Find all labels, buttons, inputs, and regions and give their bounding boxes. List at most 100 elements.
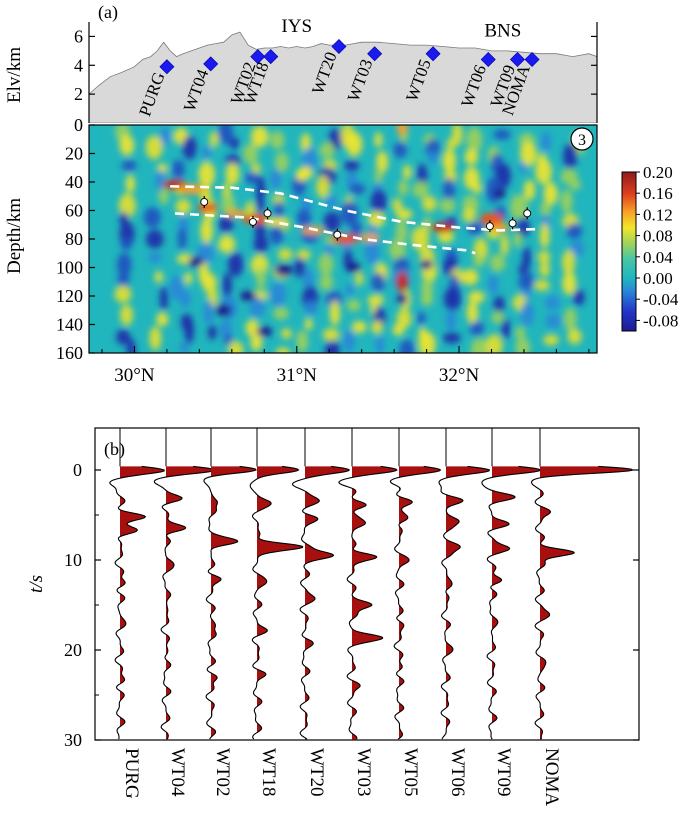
station-diamond <box>425 46 441 62</box>
station-label: WT02 <box>212 748 233 797</box>
region-label: BNS <box>484 20 521 41</box>
station-diamond <box>263 49 279 65</box>
station-diamond <box>367 46 383 62</box>
rf-waveform <box>338 465 398 740</box>
station-diamond <box>203 56 219 72</box>
moho-pick <box>523 209 532 218</box>
time-tick-label: 10 <box>64 550 82 570</box>
rf-positive-fill <box>352 466 397 740</box>
station-diamond <box>509 52 525 68</box>
depth-tick-label: 40 <box>65 172 83 192</box>
station-label: WT20 <box>306 748 327 797</box>
depth-tick-label: 20 <box>65 144 83 164</box>
colorbar-label: -0.04 <box>643 290 679 309</box>
time-tick-label: 0 <box>73 460 82 480</box>
moho-pick <box>508 219 517 228</box>
rf-waveform <box>249 465 304 740</box>
moho-picks <box>200 195 532 241</box>
colorbar-label: 0.08 <box>643 227 673 246</box>
depth-tick-label: 140 <box>56 315 83 335</box>
lat-tick-label: 32°N <box>439 365 480 386</box>
station-diamond <box>159 59 175 75</box>
colorbar-label: 0.16 <box>643 184 673 203</box>
rf-trace-WT18 <box>249 428 304 740</box>
rf-waveform <box>389 465 442 740</box>
lat-tick-label: 30°N <box>114 365 155 386</box>
station-label: WT09 <box>493 748 514 797</box>
rf-waveform <box>153 465 216 740</box>
station-label: WT18 <box>258 748 279 797</box>
colorbar-label: 0.04 <box>643 248 673 267</box>
station-diamond <box>524 52 540 68</box>
region-label: IYS <box>281 16 312 37</box>
rf-positive-fill <box>492 466 541 740</box>
elv-tick-label: 2 <box>74 84 83 104</box>
colorbar-label: 0.20 <box>643 163 673 182</box>
time-yticks: 0 10 20 30 <box>64 460 639 750</box>
moho-pick <box>263 209 272 218</box>
profile-number: 3 <box>578 132 586 149</box>
rf-waveform <box>203 465 257 740</box>
depth-tick-label: 120 <box>56 286 83 306</box>
moho-lower-line <box>174 212 476 255</box>
station-diamond <box>480 52 496 68</box>
rf-trace-WT06 <box>438 428 491 740</box>
rf-trace-WT04 <box>153 428 216 740</box>
depth-tick-label: 0 <box>74 115 83 135</box>
depth-tick-label: 160 <box>56 343 83 363</box>
rf-trace-WT03 <box>338 428 398 740</box>
station-diamond <box>331 39 347 55</box>
moho-pick <box>485 222 494 231</box>
station-label: PURG <box>121 748 142 799</box>
rf-traces <box>109 428 635 740</box>
panel-a-label: (a) <box>98 2 118 23</box>
elevation-ylabel: Elv/km <box>4 47 25 103</box>
rf-trace-WT02 <box>203 428 257 740</box>
latitude-xticks: 30°N 31°N 32°N <box>101 346 590 386</box>
moho-pick <box>200 197 209 206</box>
depth-tick-label: 80 <box>65 229 83 249</box>
time-tick-label: 30 <box>64 730 82 750</box>
depth-tick-label: 60 <box>65 201 83 221</box>
depth-tick-label: 100 <box>56 258 83 278</box>
station-label: WT05 <box>400 748 421 797</box>
colorbar: 0.20 0.16 0.12 0.08 0.04 0.00 -0.04 -0.08 <box>621 163 679 332</box>
panel-b-label: (b) <box>104 439 125 460</box>
ccp-amplitude-image <box>114 125 587 353</box>
station-label: WT06 <box>447 748 468 797</box>
time-tick-label: 20 <box>64 640 82 660</box>
rf-waveform <box>291 465 351 740</box>
profile-number-badge <box>570 127 594 151</box>
colorbar-label: 0.00 <box>643 269 673 288</box>
depth-yticks: 0 20 40 60 80 100 120 140 160 <box>56 115 95 363</box>
rf-waveform <box>438 465 491 740</box>
lat-tick-label: 31°N <box>277 365 318 386</box>
colorbar-label: -0.08 <box>643 311 678 330</box>
station-diamond <box>250 49 266 65</box>
rf-waveform <box>481 465 542 740</box>
time-ylabel: t/s <box>26 575 47 593</box>
rf-trace-NOMA <box>530 428 635 740</box>
elevation-profile <box>89 31 597 123</box>
station-label: WT03 <box>353 748 374 797</box>
station-labels: PURG WT04 WT02 WT18 WT20 WT03 WT05 WT06 WT09 NOMA <box>121 748 562 806</box>
rf-trace-WT09 <box>481 428 542 740</box>
depth-ylabel: Depth/km <box>4 198 25 274</box>
elevation-yticks: 2 4 6 <box>74 26 597 104</box>
station-label: WT04 <box>167 748 188 797</box>
moho-pick <box>248 217 257 226</box>
rf-waveform <box>530 465 635 740</box>
elv-tick-label: 6 <box>74 26 83 46</box>
station-label: NOMA <box>541 748 562 806</box>
elv-tick-label: 4 <box>74 55 83 75</box>
rf-waveform <box>109 465 165 740</box>
region-labels: IYS BNS <box>281 16 521 41</box>
rf-trace-WT20 <box>291 428 351 740</box>
rf-trace-WT05 <box>389 428 442 740</box>
moho-pick <box>333 230 342 239</box>
colorbar-label: 0.12 <box>643 205 673 224</box>
rf-trace-PURG <box>109 428 165 740</box>
